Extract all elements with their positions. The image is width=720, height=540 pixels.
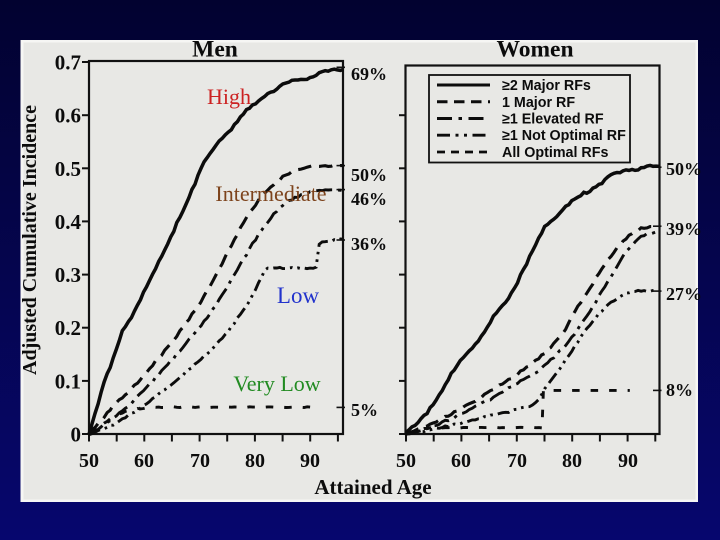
svg-text:0: 0	[71, 423, 82, 447]
svg-text:Women: Women	[496, 37, 573, 63]
svg-text:0.2: 0.2	[55, 316, 81, 340]
svg-text:46%: 46%	[351, 189, 387, 209]
svg-text:High: High	[207, 84, 251, 109]
svg-text:60: 60	[134, 450, 154, 472]
svg-text:70: 70	[507, 450, 527, 472]
svg-text:5%: 5%	[351, 400, 378, 420]
svg-text:50%: 50%	[351, 165, 387, 185]
svg-text:Adjusted Cumulative Incidence: Adjusted Cumulative Incidence	[19, 105, 41, 375]
svg-text:0.5: 0.5	[55, 157, 81, 181]
svg-text:≥2 Major RFs: ≥2 Major RFs	[502, 78, 591, 94]
svg-text:27%: 27%	[666, 284, 702, 304]
svg-text:39%: 39%	[666, 219, 702, 239]
svg-text:≥1 Elevated RF: ≥1 Elevated RF	[502, 112, 604, 128]
svg-text:All Optimal RFs: All Optimal RFs	[502, 145, 608, 161]
svg-text:69%: 69%	[351, 64, 387, 84]
svg-text:50: 50	[396, 450, 416, 472]
svg-text:Very Low: Very Low	[233, 371, 320, 396]
svg-text:1 Major RF: 1 Major RF	[502, 95, 575, 111]
svg-text:8%: 8%	[666, 380, 693, 400]
svg-text:0.1: 0.1	[55, 369, 81, 393]
svg-text:Intermediate: Intermediate	[215, 181, 326, 206]
svg-text:50%: 50%	[666, 159, 702, 179]
svg-text:60: 60	[451, 450, 471, 472]
svg-text:Men: Men	[192, 37, 238, 63]
svg-text:Low: Low	[277, 283, 320, 308]
svg-text:80: 80	[562, 450, 582, 472]
svg-text:80: 80	[245, 450, 265, 472]
svg-text:50: 50	[79, 450, 99, 472]
svg-text:≥1 Not Optimal RF: ≥1 Not Optimal RF	[502, 128, 626, 144]
svg-text:0.7: 0.7	[55, 51, 81, 75]
svg-text:90: 90	[300, 450, 320, 472]
svg-text:0.4: 0.4	[55, 210, 82, 234]
svg-text:36%: 36%	[351, 234, 387, 254]
svg-text:0.6: 0.6	[55, 104, 81, 128]
svg-text:90: 90	[618, 450, 638, 472]
svg-text:Attained Age: Attained Age	[314, 475, 431, 499]
svg-text:0.3: 0.3	[55, 263, 81, 287]
svg-text:70: 70	[190, 450, 210, 472]
